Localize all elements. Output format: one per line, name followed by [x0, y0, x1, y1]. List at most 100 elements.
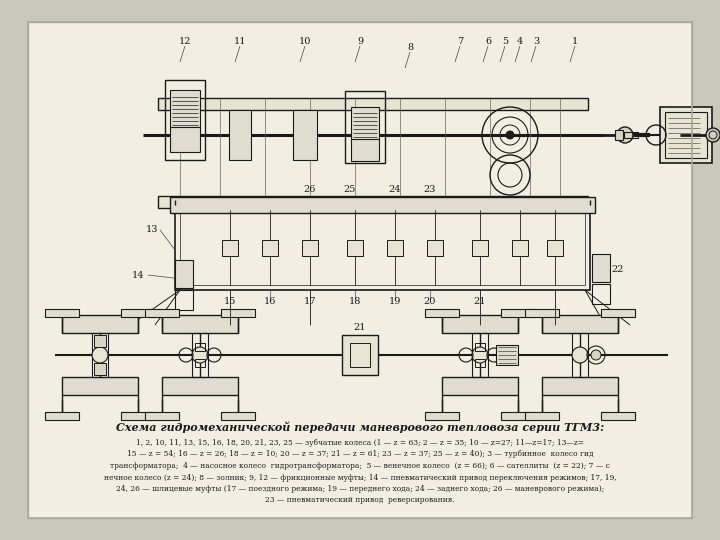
Text: 24: 24	[389, 186, 401, 194]
Bar	[293, 110, 317, 160]
Bar	[660, 107, 712, 163]
Text: 21: 21	[354, 322, 366, 332]
Bar	[45, 309, 79, 317]
Text: нечное колесо (z = 24); 8 — золник; 9, 12 — фрикционные муфты; 14 — пневматическ: нечное колесо (z = 24); 8 — золник; 9, 1…	[104, 474, 616, 482]
Circle shape	[572, 347, 588, 363]
Bar	[542, 377, 618, 395]
Bar	[62, 377, 138, 395]
Bar	[347, 240, 363, 256]
Bar	[475, 343, 485, 351]
Bar	[501, 412, 535, 420]
Text: 12: 12	[179, 37, 192, 46]
Bar	[475, 359, 485, 367]
Text: 3: 3	[533, 37, 539, 46]
Bar	[170, 127, 200, 152]
Bar	[351, 107, 379, 142]
Text: 20: 20	[424, 298, 436, 307]
Bar	[145, 309, 179, 317]
Bar	[615, 130, 623, 140]
Text: 17: 17	[304, 298, 316, 307]
Bar	[145, 412, 179, 420]
Text: 8: 8	[407, 44, 413, 52]
Bar	[222, 240, 238, 256]
Bar	[121, 309, 155, 317]
Bar	[180, 210, 585, 285]
Bar	[221, 309, 255, 317]
Bar	[175, 290, 193, 310]
Text: 13: 13	[145, 226, 158, 234]
Bar	[496, 345, 518, 365]
Text: 1: 1	[572, 37, 578, 46]
Bar	[387, 240, 403, 256]
Text: 18: 18	[348, 298, 361, 307]
Bar	[221, 412, 255, 420]
Bar	[350, 343, 370, 367]
Text: 1, 2, 10, 11, 13, 15, 16, 18, 20, 21, 23, 25 — зубчатые колеса (1 — z = 63; 2 — : 1, 2, 10, 11, 13, 15, 16, 18, 20, 21, 23…	[136, 439, 584, 447]
Text: 23 — пневматический привод  реверсирования.: 23 — пневматический привод реверсировани…	[265, 496, 455, 504]
Bar	[170, 197, 595, 213]
Bar	[170, 90, 200, 130]
Bar	[92, 333, 108, 377]
Bar	[624, 132, 638, 138]
Circle shape	[92, 347, 108, 363]
Text: Схема гидромеханической передачи маневрового тепловоза серии ТГМ3:: Схема гидромеханической передачи маневро…	[116, 421, 604, 433]
Text: 5: 5	[502, 37, 508, 46]
Bar	[427, 240, 443, 256]
Bar	[442, 377, 518, 395]
Text: 16: 16	[264, 298, 276, 307]
Bar	[512, 240, 528, 256]
Bar	[342, 335, 378, 375]
Bar	[425, 309, 459, 317]
Text: 15: 15	[224, 298, 236, 307]
Bar	[45, 412, 79, 420]
Bar	[94, 335, 106, 347]
Bar	[501, 309, 535, 317]
Text: 9: 9	[357, 37, 363, 46]
Text: 10: 10	[299, 37, 311, 46]
Text: 15 — z = 54; 16 — z = 26; 18 — z = 10; 20 — z = 37; 21 — z = 61; 23 — z = 37; 25: 15 — z = 54; 16 — z = 26; 18 — z = 10; 2…	[127, 450, 593, 458]
Circle shape	[472, 347, 488, 363]
Text: 19: 19	[389, 298, 401, 307]
Bar	[525, 309, 559, 317]
Circle shape	[506, 131, 514, 139]
Bar	[472, 333, 488, 377]
Text: 23: 23	[424, 186, 436, 194]
Bar	[162, 377, 238, 395]
Bar	[572, 333, 588, 377]
Bar	[162, 315, 238, 333]
Bar	[601, 412, 635, 420]
Bar	[121, 412, 155, 420]
Text: 7: 7	[457, 37, 463, 46]
Bar	[175, 205, 590, 290]
Bar	[158, 98, 588, 110]
Bar	[547, 240, 563, 256]
Bar	[472, 240, 488, 256]
Text: 21: 21	[474, 298, 486, 307]
Bar	[592, 254, 610, 282]
Bar	[302, 240, 318, 256]
Bar	[262, 240, 278, 256]
Text: трансформатора;  4 — насосное колесо  гидротрансформатора;  5 — венечное колесо : трансформатора; 4 — насосное колесо гидр…	[110, 462, 610, 470]
Circle shape	[706, 128, 720, 142]
Bar	[425, 412, 459, 420]
Bar	[345, 91, 385, 163]
Circle shape	[617, 127, 633, 143]
Text: 22: 22	[612, 266, 624, 274]
Bar	[601, 309, 635, 317]
Bar	[229, 110, 251, 160]
Bar	[542, 315, 618, 333]
Bar	[195, 359, 205, 367]
Bar	[665, 112, 707, 158]
Bar	[175, 260, 193, 288]
Text: 6: 6	[485, 37, 491, 46]
Text: 14: 14	[132, 271, 144, 280]
Bar	[351, 139, 379, 161]
Bar	[94, 363, 106, 375]
Bar	[442, 315, 518, 333]
Bar	[592, 284, 610, 304]
Text: 26: 26	[304, 186, 316, 194]
Circle shape	[192, 347, 208, 363]
Text: 24, 26 — шлицевые муфты (17 — поездного режима; 19 — переднего хода; 24 — заднег: 24, 26 — шлицевые муфты (17 — поездного …	[116, 485, 604, 493]
Bar	[62, 315, 138, 333]
Circle shape	[591, 350, 601, 360]
